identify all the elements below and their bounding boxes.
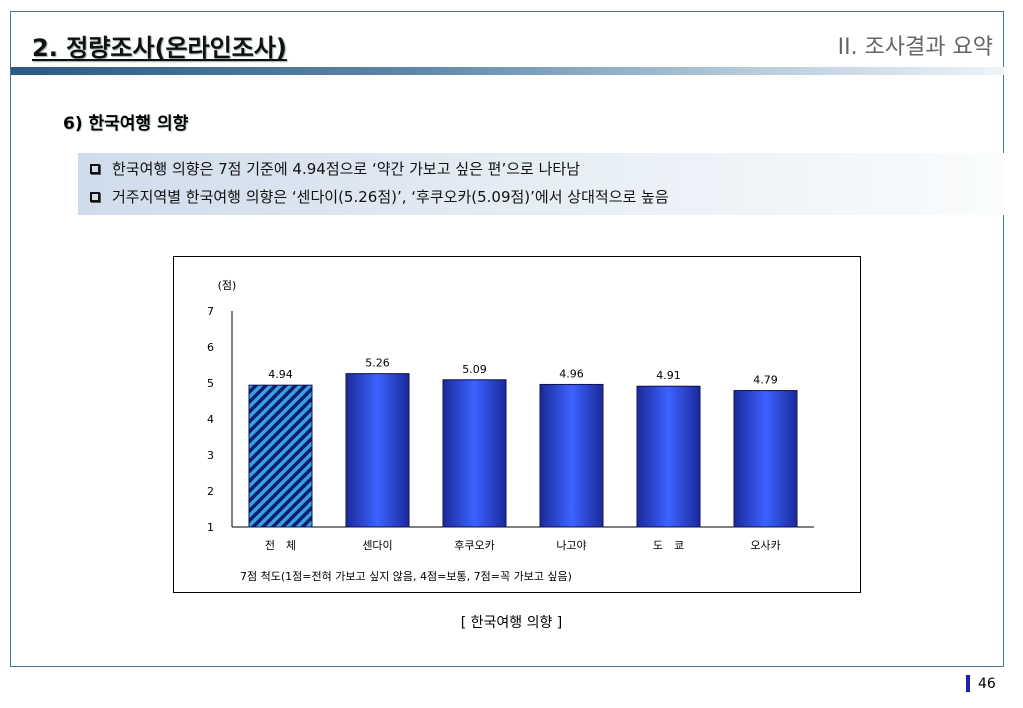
data-label: 5.09 — [462, 363, 487, 376]
y-tick-label: 5 — [207, 377, 214, 390]
y-tick-label: 7 — [207, 305, 214, 318]
summary-box: 한국여행 의향은 7점 기준에 4.94점으로 ‘약간 가보고 싶은 편’으로 … — [78, 153, 1004, 215]
page-number: 46 — [978, 676, 996, 692]
bar — [248, 384, 313, 528]
slide-frame — [10, 11, 1004, 667]
header-rule — [11, 67, 1004, 75]
x-tick-label: 도 쿄 — [653, 539, 684, 552]
bar — [636, 385, 701, 528]
y-tick-label: 2 — [207, 485, 214, 498]
y-tick-label: 6 — [207, 341, 214, 354]
page-marker — [966, 675, 970, 692]
bar — [345, 373, 410, 528]
data-label: 4.91 — [656, 369, 681, 382]
bar — [733, 390, 798, 528]
bar — [442, 379, 507, 528]
checkbox-bullet-icon — [90, 192, 100, 202]
x-tick-label: 오사카 — [750, 539, 780, 552]
bar — [539, 383, 604, 528]
checkbox-bullet-icon — [90, 164, 100, 174]
y-tick-label: 1 — [207, 521, 214, 534]
data-label: 4.94 — [268, 368, 293, 381]
summary-text: 거주지역별 한국여행 의향은 ‘센다이(5.26점)’, ‘후쿠오카(5.09점… — [112, 188, 669, 206]
bar-chart: (점) 1 2 3 4 5 6 7 4.94 5.26 5.09 4.96 4.91 4.79 전 체… — [207, 279, 814, 583]
data-label: 4.96 — [559, 367, 584, 380]
x-tick-label: 나고야 — [556, 539, 586, 552]
section-title: II. 조사결과 요약 — [837, 35, 993, 60]
y-axis-label: (점) — [218, 279, 237, 292]
summary-text: 한국여행 의향은 7점 기준에 4.94점으로 ‘약간 가보고 싶은 편’으로 … — [112, 160, 580, 178]
slide-title: 2. 정량조사(온라인조사) — [32, 34, 287, 62]
x-axis-labels: 전 체 센다이 후쿠오카 나고야 도 쿄 오사카 — [265, 539, 781, 552]
data-label: 4.79 — [753, 374, 778, 387]
chart-container: (점) 1 2 3 4 5 6 7 4.94 5.26 5.09 4.96 4.91 4.79 전 체… — [173, 256, 861, 593]
y-tick-label: 3 — [207, 449, 214, 462]
chart-caption: [ 한국여행 의향 ] — [460, 615, 563, 631]
x-tick-label: 후쿠오카 — [454, 539, 494, 552]
summary-item: 거주지역별 한국여행 의향은 ‘센다이(5.26점)’, ‘후쿠오카(5.09점… — [90, 186, 669, 207]
data-label: 5.26 — [365, 357, 390, 370]
bar-series: 4.94 5.26 5.09 4.96 4.91 4.79 — [248, 357, 798, 528]
scale-note: 7점 척도(1점=전혀 가보고 싶지 않음, 4점=보통, 7점=꼭 가보고 싶… — [240, 570, 572, 583]
summary-item: 한국여행 의향은 7점 기준에 4.94점으로 ‘약간 가보고 싶은 편’으로 … — [90, 158, 580, 179]
x-tick-label: 전 체 — [265, 539, 296, 552]
subsection-heading: 6) 한국여행 의향 — [63, 114, 189, 134]
x-tick-label: 센다이 — [362, 539, 392, 552]
y-tick-label: 4 — [207, 413, 214, 426]
y-axis: 1 2 3 4 5 6 7 — [207, 305, 814, 534]
